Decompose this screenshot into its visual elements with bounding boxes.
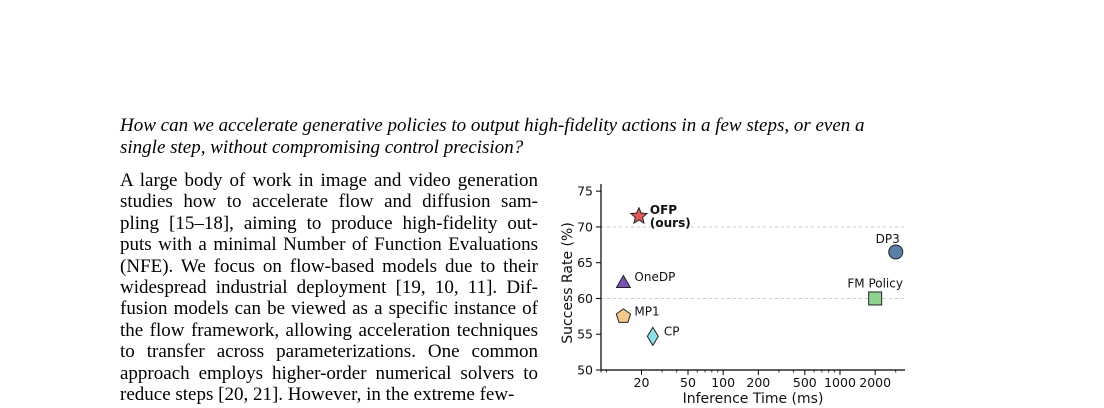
research-question-line-1: How can we accelerate generative policie… [120,115,865,136]
y-tick-label-65: 65 [577,255,593,270]
success-vs-inference-chart: 50 55 60 65 70 75 20 50 100 200 500 1000 2000 OFP(ou… [560,184,905,407]
body-line-2: studies how to accelerate flow and diffu… [120,191,538,213]
point-dp3 [888,244,904,260]
point-label-onedp: OneDP [634,270,675,284]
body-line-9: to transfer across parameterizations. On… [120,341,538,363]
body-line-5: (NFE). We focus on flow-based models due… [120,255,538,277]
point-label-cp: CP [664,324,680,338]
body-line-7: fusion models can be viewed as a specifi… [120,298,538,320]
grid-layer [601,226,905,299]
point-onedp [615,274,632,289]
point-fm-policy [868,291,883,306]
x-axis-label: Inference Time (ms) [683,391,824,407]
y-axis-label: Success Rate (%) [560,222,576,344]
points-layer: OFP(ours) DP3 OneDP FM Policy MP1 CP [615,203,904,347]
point-mp1 [615,308,632,323]
research-question: How can we accelerate generative policie… [120,115,940,159]
point-label-ofp: (ours) [650,216,691,230]
body-line-10: approach employs higher-order numerical … [120,362,538,384]
point-label-ofp: OFP [650,203,677,217]
point-label-mp1: MP1 [634,304,659,318]
axes-layer [600,184,905,371]
x-tick-label-200: 200 [746,375,770,390]
x-tick-label-100: 100 [711,375,735,390]
point-label-dp3: DP3 [876,232,900,246]
body-line-4: puts with a minimal Number of Function E… [120,234,538,256]
body-line-6: widespread industrial deployment [19, 10… [120,276,538,298]
body-paragraph: A large body of work in image and video … [120,170,538,405]
x-tick-label-50: 50 [680,375,696,390]
x-tick-label-1000: 1000 [824,375,856,390]
point-label-fm-policy: FM Policy [847,276,903,290]
ticks-layer: 50 55 60 65 70 75 20 50 100 200 500 1000 2000 [577,184,897,390]
x-tick-label-500: 500 [793,375,817,390]
research-question-line-2: single step, without compromising contro… [120,137,524,158]
body-line-3: pling [15–18], aiming to produce high-fi… [120,212,538,234]
y-tick-label-70: 70 [577,219,593,234]
body-line-8: the flow framework, allowing acceleratio… [120,319,538,341]
y-tick-label-50: 50 [577,363,593,378]
x-tick-label-20: 20 [634,375,650,390]
body-line-11: reduce steps [20, 21]. However, in the e… [120,383,515,405]
y-tick-label-55: 55 [577,327,593,342]
y-tick-label-75: 75 [577,184,593,199]
point-ofp [629,206,649,225]
body-line-1: A large body of work in image and video … [120,170,538,191]
point-cp [646,326,659,347]
y-tick-label-60: 60 [577,291,593,306]
x-tick-label-2000: 2000 [859,375,891,390]
